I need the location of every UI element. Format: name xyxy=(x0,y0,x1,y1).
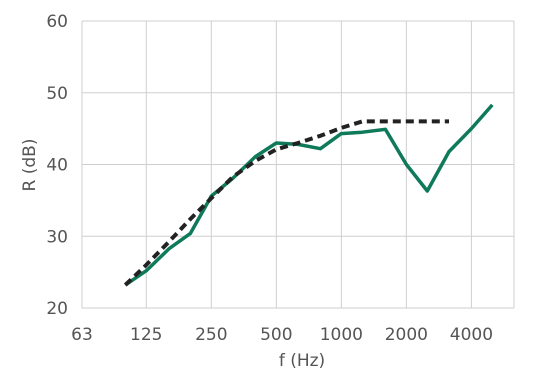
x-tick-label: 250 xyxy=(195,325,227,345)
y-tick-label: 30 xyxy=(46,227,68,247)
y-tick-label: 60 xyxy=(46,12,68,32)
x-tick-label: 125 xyxy=(130,325,162,345)
x-tick-label: 1000 xyxy=(320,325,363,345)
x-axis-label: f (Hz) xyxy=(279,351,325,371)
y-tick-label: 40 xyxy=(46,156,68,176)
x-tick-label: 500 xyxy=(260,325,292,345)
y-axis-label: R (dB) xyxy=(20,139,40,192)
x-tick-label: 2000 xyxy=(385,325,428,345)
tick-labels: 63 125 250 500 1000 2000 4000 20 30 40 50 60 xyxy=(46,12,493,345)
y-tick-label: 50 xyxy=(46,84,68,104)
x-tick-label: 4000 xyxy=(450,325,493,345)
solid-series-line xyxy=(124,103,494,287)
x-tick-label: 63 xyxy=(71,325,93,345)
series-layer xyxy=(123,103,494,287)
dashed-series-line xyxy=(123,119,449,287)
y-tick-label: 20 xyxy=(46,299,68,319)
